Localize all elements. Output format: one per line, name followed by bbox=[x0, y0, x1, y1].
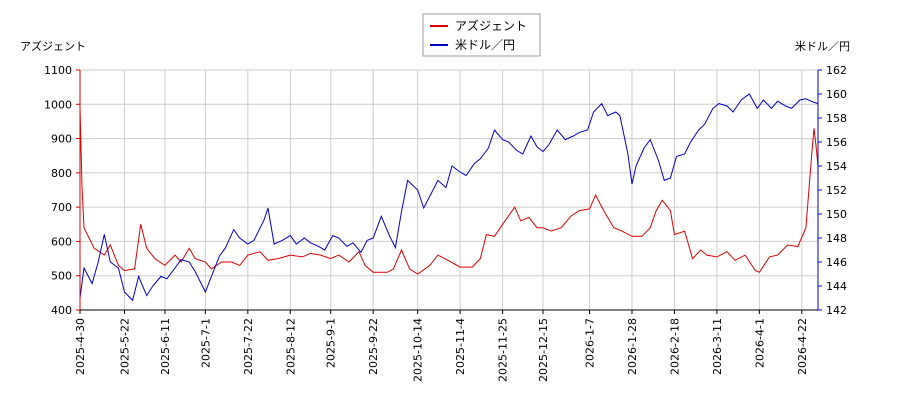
right-tick-label: 156 bbox=[826, 136, 847, 149]
left-tick-label: 900 bbox=[51, 133, 72, 146]
right-tick-label: 148 bbox=[826, 232, 847, 245]
x-tick-label: 2025-7-22 bbox=[242, 318, 255, 375]
left-tick-label: 500 bbox=[51, 270, 72, 283]
x-tick-label: 2025-11-4 bbox=[454, 318, 467, 375]
left-axis-title: アズジェント bbox=[20, 39, 86, 53]
x-tick-label: 2025-9-22 bbox=[367, 318, 380, 375]
right-tick-label: 162 bbox=[826, 64, 847, 77]
right-tick-label: 154 bbox=[826, 160, 847, 173]
legend-label-usdjpy: 米ドル／円 bbox=[455, 38, 515, 52]
axes bbox=[79, 70, 819, 311]
series-line-usdjpy bbox=[79, 93, 819, 302]
left-tick-label: 600 bbox=[51, 235, 72, 248]
x-tick-label: 2026-4-22 bbox=[796, 318, 809, 375]
x-tick-label: 2025-10-14 bbox=[412, 318, 425, 382]
x-axis-ticks: 2025-4-30 2025-5-22 2025-6-11 2025-7-1 2025-… bbox=[74, 310, 809, 382]
right-axis-title: 米ドル／円 bbox=[795, 40, 850, 53]
x-tick-label: 2026-4-1 bbox=[753, 318, 766, 368]
x-tick-label: 2026-1-7 bbox=[584, 318, 597, 368]
left-axis-ticks: 400 500 600 700 800 900 1000 1100 bbox=[44, 64, 80, 317]
x-tick-label: 2025-8-12 bbox=[284, 318, 297, 375]
right-tick-label: 150 bbox=[826, 208, 847, 221]
series-lines bbox=[79, 93, 819, 302]
x-tick-label: 2025-7-1 bbox=[199, 318, 212, 368]
right-tick-label: 142 bbox=[826, 304, 847, 317]
right-tick-label: 158 bbox=[826, 112, 847, 125]
right-tick-label: 146 bbox=[826, 256, 847, 269]
legend-box bbox=[422, 13, 541, 57]
series-line-azjent bbox=[79, 107, 819, 275]
x-tick-label: 2025-4-30 bbox=[74, 318, 87, 375]
left-tick-label: 1100 bbox=[44, 64, 72, 77]
x-tick-label: 2025-5-22 bbox=[118, 318, 131, 375]
left-tick-label: 400 bbox=[51, 304, 72, 317]
x-tick-label: 2026-1-28 bbox=[626, 318, 639, 375]
x-tick-label: 2026-2-18 bbox=[668, 318, 681, 375]
x-tick-label: 2025-12-15 bbox=[537, 318, 550, 382]
x-tick-label: 2026-3-11 bbox=[711, 318, 724, 375]
right-tick-label: 152 bbox=[826, 184, 847, 197]
right-axis-ticks: 142 144 146 148 150 152 154 156 158 160 162 bbox=[818, 64, 847, 317]
left-tick-label: 1000 bbox=[44, 98, 72, 111]
right-tick-label: 160 bbox=[826, 88, 847, 101]
x-tick-label: 2025-11-25 bbox=[497, 318, 510, 382]
x-tick-label: 2025-6-11 bbox=[159, 318, 172, 375]
grid-lines bbox=[79, 69, 818, 311]
legend-label-azjent: アズジェント bbox=[455, 18, 527, 33]
left-tick-label: 700 bbox=[51, 201, 72, 214]
right-tick-label: 144 bbox=[826, 280, 847, 293]
left-tick-label: 800 bbox=[51, 167, 72, 180]
legend: アズジェント 米ドル／円 bbox=[422, 13, 541, 57]
x-tick-label: 2025-9-1 bbox=[325, 318, 338, 368]
